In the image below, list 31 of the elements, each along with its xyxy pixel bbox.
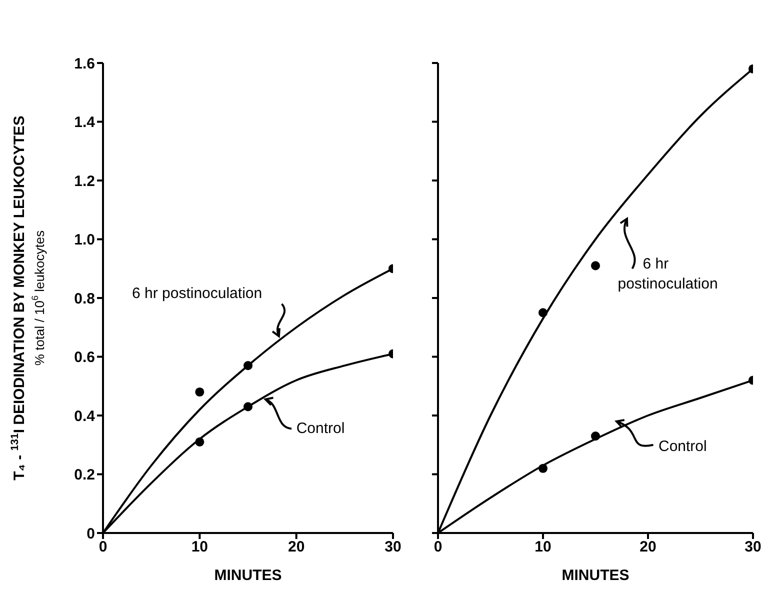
y-tick-label: 0.8: [74, 290, 95, 308]
y-tick-label: 1.0: [74, 232, 95, 249]
y-tick-label: 0.4: [74, 408, 96, 425]
point: [590, 261, 600, 270]
x-tick-label: 10: [191, 538, 208, 556]
point: [590, 432, 600, 441]
x-axis-title: MINUTES: [562, 567, 630, 584]
x-tick-label: 20: [640, 538, 656, 556]
x-tick-label: 30: [384, 538, 402, 556]
text: 6 hr postinoculation: [132, 285, 262, 302]
x-tick-label: 20: [288, 538, 305, 556]
y-tick-label: 1.6: [74, 55, 95, 72]
y-tick-label: 0: [86, 525, 95, 542]
x-axis-title: MINUTES: [214, 567, 282, 584]
series-label: Control: [658, 438, 707, 455]
point: [538, 464, 548, 473]
x-tick-label: 10: [534, 538, 552, 556]
point: [195, 387, 204, 397]
series-label: 6 hr postinoculation: [618, 256, 718, 293]
point: [243, 361, 253, 370]
x-tick-label: 0: [98, 538, 108, 556]
x-tick-label: 0: [434, 538, 442, 556]
y-tick-label: 1.2: [74, 172, 95, 190]
y-tick-label: 1.4: [74, 114, 96, 132]
y-tick-label: 0.2: [74, 466, 95, 484]
x-tick-label: 30: [744, 538, 762, 556]
y-tick-label: 0.6: [74, 349, 95, 366]
point: [538, 308, 548, 318]
point: [195, 437, 204, 446]
point: [243, 402, 253, 412]
text: Control: [296, 420, 345, 438]
